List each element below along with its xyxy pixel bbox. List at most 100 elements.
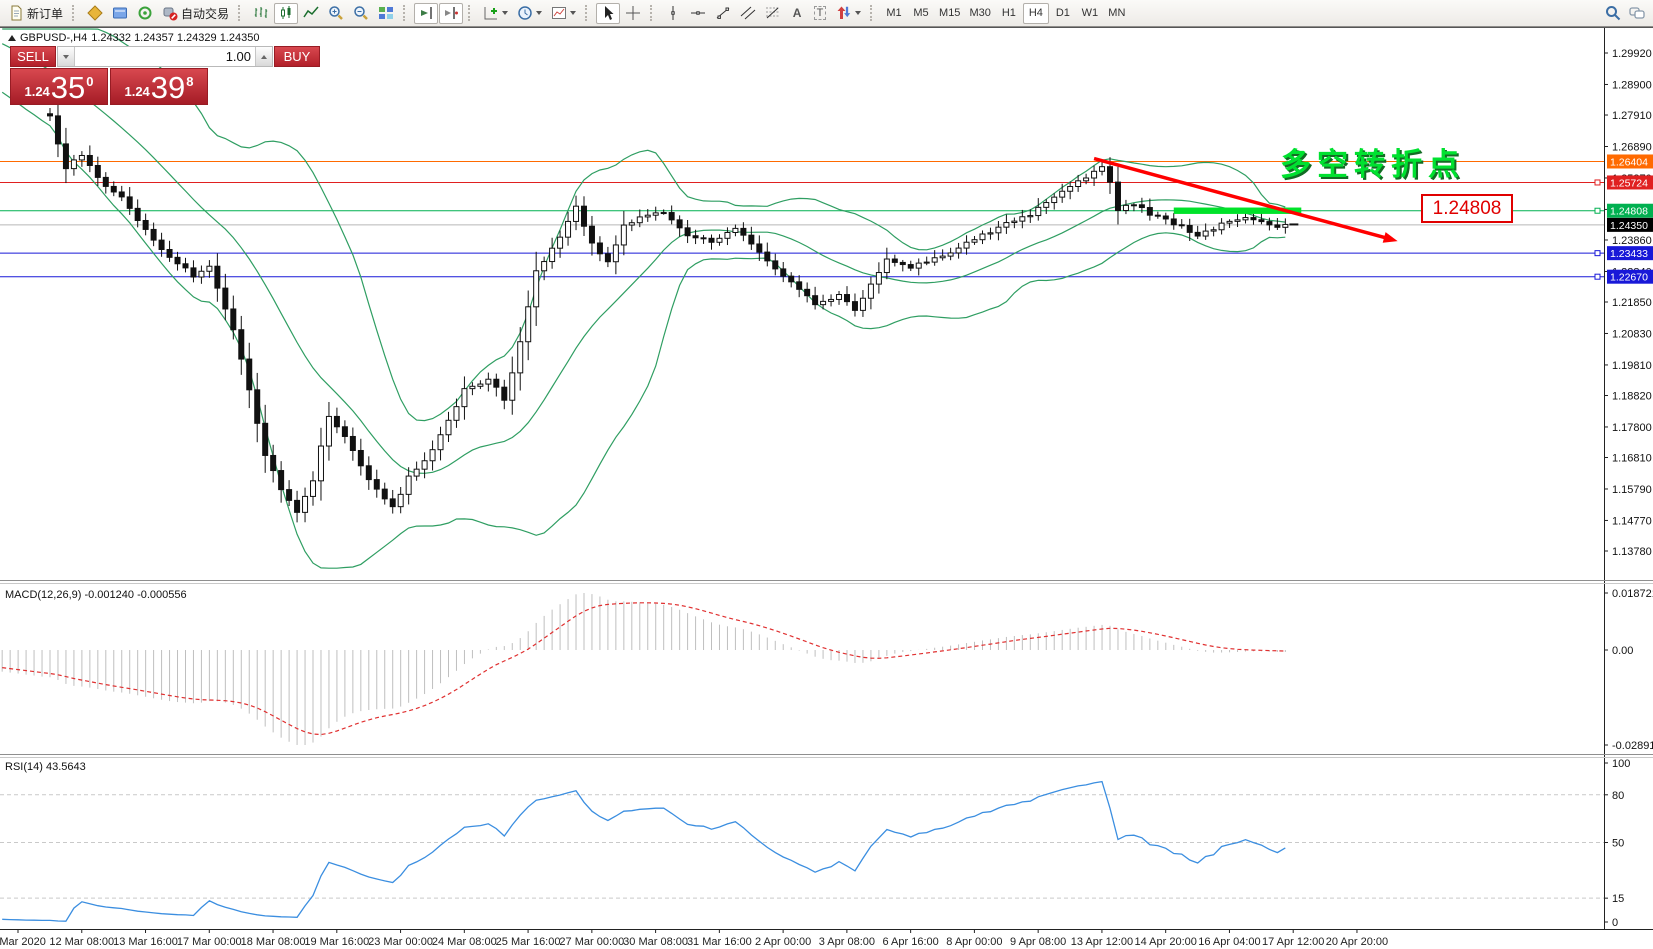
periods-button[interactable] [513, 3, 546, 24]
auto-scroll-button[interactable] [414, 2, 439, 24]
buy-button[interactable]: BUY [274, 46, 320, 67]
toolbar-grip [468, 5, 474, 21]
chart-shift-button[interactable] [439, 2, 464, 24]
timeframe-m1-button[interactable]: M1 [886, 7, 902, 19]
svg-text:-0.028913: -0.028913 [1612, 740, 1653, 752]
new-order-button[interactable]: 新订单 [4, 3, 67, 24]
timeframe-w1-button[interactable]: W1 [1081, 7, 1099, 19]
svg-text:31 Mar 16:00: 31 Mar 16:00 [687, 936, 752, 948]
text-tool-button[interactable]: A [786, 3, 808, 24]
sell-price-small: 1.24 [24, 84, 50, 99]
sell-label: SELL [17, 49, 49, 64]
bar-chart-icon [254, 7, 268, 18]
svg-text:1.17800: 1.17800 [1612, 422, 1652, 434]
text-tool-label: A [792, 6, 802, 20]
indicators-button[interactable] [479, 3, 512, 24]
fibonacci-tool-button[interactable] [761, 3, 785, 24]
auto-scroll-icon [421, 7, 432, 19]
svg-text:23 Mar 00:00: 23 Mar 00:00 [368, 936, 433, 948]
search-button[interactable] [1601, 3, 1625, 24]
svg-text:1.19810: 1.19810 [1612, 360, 1652, 372]
new-order-label: 新订单 [27, 6, 64, 21]
timeframe-m30-button[interactable]: M30 [969, 7, 991, 19]
chart-shift-icon [445, 7, 459, 19]
indicators-icon [484, 7, 498, 20]
timeframe-d1-button[interactable]: D1 [1055, 7, 1070, 19]
autotrading-label: 自动交易 [181, 6, 230, 21]
symbol-name: GBPUSD-,H4 [20, 32, 88, 44]
tile-windows-icon [379, 7, 394, 19]
search-icon [1606, 6, 1621, 21]
svg-text:12 Mar 08:00: 12 Mar 08:00 [49, 936, 114, 948]
fibonacci-icon [766, 7, 781, 19]
volume-increase-button[interactable] [255, 47, 272, 66]
arrows-tool-button[interactable] [832, 3, 865, 24]
toolbar-grip [238, 5, 244, 21]
horizontal-line-tool-button[interactable] [686, 3, 710, 24]
svg-text:RSI(14) 43.5643: RSI(14) 43.5643 [5, 761, 86, 773]
tile-windows-button[interactable] [374, 3, 398, 24]
turning-point-annotation: 多空转折点 [1280, 147, 1465, 182]
volume-decrease-button[interactable] [58, 47, 75, 66]
templates-button[interactable] [547, 3, 580, 24]
price-callout-box: 1.24808 [1421, 194, 1513, 223]
timeframe-m5-button[interactable]: M5 [913, 7, 929, 19]
toolbar-grip [585, 5, 591, 21]
volume-input[interactable] [75, 47, 255, 66]
dropdown-caret-icon [536, 11, 543, 15]
svg-text:2 Apr 00:00: 2 Apr 00:00 [755, 936, 811, 948]
volume-control [57, 46, 273, 67]
timeframe-h1-button[interactable]: H1 [1001, 7, 1016, 19]
svg-text:1.21850: 1.21850 [1612, 297, 1652, 309]
zoom-in-button[interactable] [324, 3, 348, 24]
svg-text:1.29920: 1.29920 [1612, 48, 1652, 60]
chat-button[interactable] [1625, 3, 1649, 24]
svg-text:1.13780: 1.13780 [1612, 546, 1652, 558]
timeframe-mn-button[interactable]: MN [1108, 7, 1126, 19]
svg-text:1.16810: 1.16810 [1612, 453, 1652, 465]
svg-text:6 Apr 16:00: 6 Apr 16:00 [882, 936, 938, 948]
channel-tool-button[interactable] [736, 3, 760, 24]
buy-label: BUY [283, 49, 311, 64]
buy-price-button[interactable]: 1.24 39 8 [110, 68, 208, 105]
sell-price-sup: 0 [86, 74, 94, 89]
zoom-out-button[interactable] [349, 3, 373, 24]
template-icon [552, 7, 567, 19]
trendline-icon [716, 7, 730, 19]
autotrading-button[interactable]: 自动交易 [158, 3, 233, 24]
timeframe-m15-button[interactable]: M15 [939, 7, 961, 19]
data-feed-button[interactable] [133, 3, 157, 24]
svg-text:1.14770: 1.14770 [1612, 515, 1652, 527]
sell-price-button[interactable]: 1.24 35 0 [10, 68, 108, 105]
svg-text:20 Apr 20:00: 20 Apr 20:00 [1326, 936, 1388, 948]
new-order-icon [11, 5, 22, 21]
bar-chart-mode-button[interactable] [249, 3, 273, 24]
navigator-button[interactable] [108, 3, 132, 24]
vertical-line-tool-button[interactable] [661, 3, 685, 24]
text-label-tool-label: T [813, 6, 827, 20]
svg-text:1.20830: 1.20830 [1612, 328, 1652, 340]
symbol-quotes: 1.24332 1.24357 1.24329 1.24350 [91, 32, 260, 44]
svg-text:1.22670: 1.22670 [1610, 272, 1648, 284]
toolbar-grip [870, 5, 876, 21]
candlestick-mode-button[interactable] [274, 2, 299, 24]
clock-icon [518, 6, 532, 20]
svg-text:80: 80 [1612, 790, 1624, 802]
symbol-info: GBPUSD-,H4 1.24332 1.24357 1.24329 1.243… [8, 32, 259, 44]
timeframe-toolbar: M1 M5 M15 M30 H1 H4 D1 W1 MN [881, 2, 1130, 24]
sell-button[interactable]: SELL [10, 46, 56, 67]
line-chart-mode-button[interactable] [299, 3, 323, 24]
trendline-tool-button[interactable] [711, 3, 735, 24]
dropdown-caret-icon [502, 11, 509, 15]
svg-text:13 Mar 16:00: 13 Mar 16:00 [113, 936, 178, 948]
profiles-button[interactable] [83, 3, 107, 24]
timeframe-h4-button[interactable]: H4 [1022, 2, 1049, 24]
text-label-tool-button[interactable]: T [809, 3, 831, 24]
cursor-tool-button[interactable] [596, 2, 621, 24]
crosshair-tool-button[interactable] [621, 3, 645, 24]
autotrading-icon [163, 7, 178, 21]
svg-text:1.27910: 1.27910 [1612, 110, 1652, 122]
toolbar-grip [403, 5, 409, 21]
